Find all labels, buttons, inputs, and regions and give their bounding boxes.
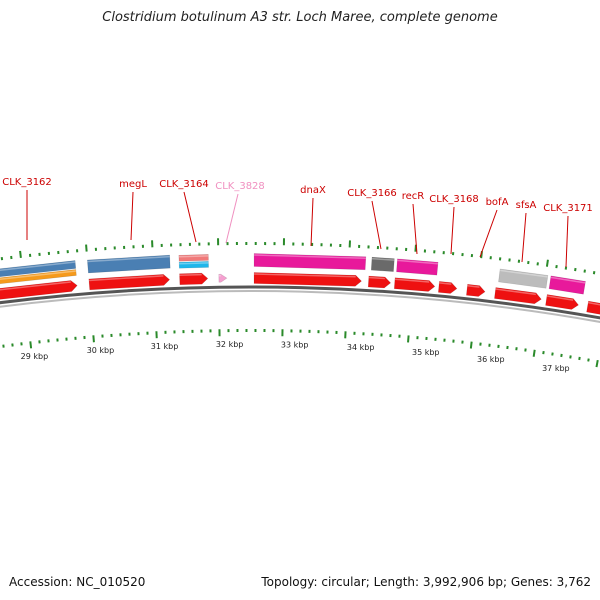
inner-tick (407, 335, 410, 343)
label-leader-line (479, 209, 498, 258)
gene-bar-sfsA (548, 275, 586, 295)
cds-arrow-shine (467, 285, 480, 288)
cds-arrow (179, 272, 209, 286)
gene-bar-cyan-shine (179, 262, 209, 265)
cds-arrow (253, 272, 362, 287)
cds-arrow-shine (439, 282, 452, 285)
gene-label: CLK_3171 (543, 203, 593, 214)
outer-tick (545, 259, 549, 267)
kbp-label: 36 kbp (477, 355, 505, 364)
backbone-shadow (0, 290, 600, 324)
cds-arrow-shine (368, 276, 385, 280)
cds-arrow-shine (254, 273, 356, 278)
kbp-label: 31 kbp (151, 342, 179, 351)
cds-arrow (586, 300, 600, 315)
cds-arrow (88, 274, 171, 291)
label-leader-line (450, 206, 455, 255)
gene-bar-orange (0, 269, 77, 285)
cds-arrow (494, 287, 542, 305)
label-leader-line (225, 193, 239, 244)
kbp-label: 32 kbp (216, 340, 244, 349)
gene-bar-dnaX-shine (254, 254, 366, 260)
gene-bar-dnaX (253, 253, 367, 271)
backbone-line (0, 285, 600, 320)
label-leader-line (521, 212, 527, 263)
inner-tick (92, 335, 95, 343)
cds-arrow-shine (88, 275, 164, 282)
inner-tick (587, 358, 590, 362)
gene-label: sfsA (516, 200, 537, 211)
gene-label: CLK_3162 (2, 177, 52, 188)
gene-labels: CLK_3162 megL CLK_3164 CLK_3828 dnaX CLK_3166… (2, 177, 593, 268)
gene-label: CLK_3828 (215, 181, 265, 192)
cds-arrow (545, 294, 579, 310)
gene-bar-salmon-shine (178, 255, 209, 258)
genome-summary: Topology: circular; Length: 3,992,906 bp… (261, 575, 591, 589)
kbp-label: 30 kbp (87, 346, 115, 355)
gene-label: CLK_3168 (429, 194, 479, 205)
cds-arrow (367, 275, 392, 289)
kbp-labels: 29 kbp 30 kbp 31 kbp 32 kbp 33 kbp 34 kbp 35 k… (21, 340, 570, 373)
gene-bar-lightgray (498, 268, 549, 289)
gene-bar-blue (0, 260, 77, 278)
outer-tick (592, 271, 596, 275)
label-leader-line (412, 203, 418, 255)
cds-arrow-shine (0, 281, 71, 291)
label-leader-line (183, 191, 197, 243)
cds-arrow-shine (394, 278, 430, 283)
cds-arrow (0, 280, 78, 300)
inner-tick (469, 341, 473, 349)
kbp-label: 35 kbp (412, 348, 440, 357)
label-leader-line (130, 191, 134, 241)
gene-bar-orange-shine (0, 270, 77, 281)
kbp-label: 37 kbp (542, 364, 570, 373)
genome-backbone (0, 285, 600, 324)
gene-bar-blue-shine (0, 261, 76, 271)
gene-bar-recR-shine (397, 259, 439, 265)
gene-label: dnaX (300, 185, 326, 196)
gene-label: CLK_3166 (347, 188, 397, 199)
gene-bar-sfsA-shine (550, 276, 586, 284)
gene-bar-lightgray-shine (499, 269, 548, 278)
cds-arrow-shine (546, 295, 574, 301)
outer-tick (85, 244, 88, 252)
kbp-label: 33 kbp (281, 341, 309, 350)
gene-label: bofA (486, 197, 509, 208)
inner-tick (29, 341, 33, 349)
genome-title: Clostridium botulinum A3 str. Loch Maree… (102, 10, 498, 25)
cds-arrow-shine (495, 288, 536, 296)
gene-bar-gray (370, 256, 395, 272)
kbp-label: 34 kbp (347, 343, 375, 352)
pink-arrow (218, 273, 228, 283)
cds-arrow-shine (588, 301, 600, 306)
accession-text: Accession: NC_010520 (9, 575, 146, 589)
gene-bar-megL (86, 254, 171, 274)
inner-tick (578, 356, 581, 361)
gene-bar-salmon (178, 254, 209, 262)
cds-arrow (393, 277, 436, 292)
cds-arrow (438, 281, 458, 294)
cds-arrow-shine (179, 273, 202, 276)
gene-bar-megL-shine (87, 255, 170, 263)
inner-tick (532, 349, 536, 357)
gene-bar-cyan (178, 261, 209, 269)
gene-features (0, 253, 600, 315)
gene-bar-gray-shine (371, 257, 395, 261)
cds-arrow (466, 283, 486, 297)
gene-bar-recR (396, 258, 439, 276)
gene-label: recR (402, 191, 425, 202)
label-leader-line (310, 197, 314, 247)
label-leader-line (565, 215, 569, 268)
gene-label: megL (119, 179, 147, 190)
gene-label: CLK_3164 (159, 179, 209, 190)
label-leader-line (371, 200, 382, 250)
tick-marks (0, 238, 599, 368)
kbp-label: 29 kbp (21, 352, 49, 361)
inner-tick (595, 359, 599, 368)
outer-tick (19, 250, 22, 259)
